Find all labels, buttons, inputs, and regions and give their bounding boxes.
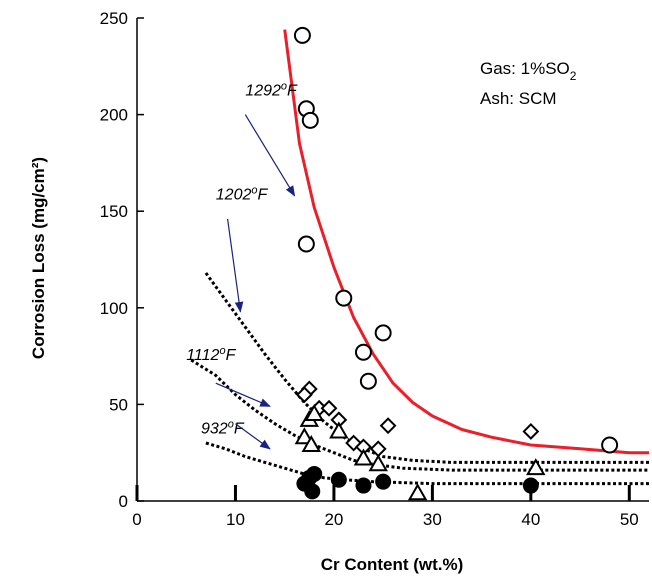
temperature-label: 1292oF [245,80,298,99]
fit-curve-dotted-1 [204,272,649,464]
temperature-label: 1202oF [216,185,269,204]
data-points [293,26,619,501]
y-tick-label: 50 [109,395,128,414]
y-tick-label: 150 [100,202,128,221]
fit-curves [190,29,649,486]
filled-circle-point [304,483,321,500]
temperature-unit: F [226,347,237,364]
open-circle-point [297,235,315,253]
open-circle-point [354,343,372,361]
x-tick-label: 40 [521,510,540,529]
x-tick-label: 50 [620,510,639,529]
y-tick-label: 100 [100,299,128,318]
fit-curve-dotted-3 [205,441,649,486]
temperature-value: 932 [201,420,228,437]
open-triangle-point [353,448,374,466]
open-circle-point [335,289,353,307]
x-axis-title: Cr Content (wt.%) [321,555,464,574]
open-triangle-point [329,421,349,439]
ash-annotation: Ash: SCM [480,89,557,108]
axes: 0 10 20 30 40 50 0 50 100 150 200 250 [100,9,649,529]
open-triangle-point [526,458,546,476]
x-tick-label: 0 [132,510,141,529]
temperature-unit: F [287,82,298,99]
y-axis-title: Corrosion Loss (mg/cm²) [29,157,48,359]
temperature-value: 1112 [186,347,219,364]
temperature-arrow [215,382,271,407]
temperature-arrow [244,114,296,197]
degree-sign: o [228,418,234,430]
x-tick-label: 30 [423,510,442,529]
open-diamond-point [379,417,397,435]
open-circle-point [601,436,619,454]
gas-annotation-subscript: 2 [570,69,577,83]
temperature-unit: F [257,187,268,204]
filled-circle-point [330,471,347,488]
x-tick-label: 20 [324,510,343,529]
temperature-label: 1112oF [186,345,236,364]
open-circle-point [359,372,377,390]
filled-circle-point [375,473,392,490]
open-circle-point [293,26,311,44]
open-diamond-point [522,423,540,440]
temperature-arrow [235,423,271,450]
y-tick-label: 0 [119,492,128,511]
gas-annotation-text: Gas: 1%SO [480,59,570,78]
gas-annotation: Gas: 1%SO2 [480,59,577,83]
degree-sign: o [251,185,257,197]
temperature-value: 1292 [245,82,281,99]
temperature-unit: F [234,420,245,437]
filled-circle-point [522,477,539,494]
fit-curve-solid [283,29,649,455]
open-triangle-point [407,483,428,501]
y-tick-label: 200 [100,106,128,125]
open-diamond-point [295,386,313,404]
open-triangle-point [304,404,324,422]
open-triangle-point [294,427,315,445]
open-diamond-point [320,399,338,417]
open-circle-point [301,111,319,129]
y-tick-label: 250 [100,9,128,28]
open-triangle-point [301,434,322,452]
temperature-label: 932oF [201,418,245,437]
degree-sign: o [219,345,225,357]
x-tick-label: 10 [226,510,245,529]
temperature-value: 1202 [216,187,252,204]
temperature-arrow [226,218,244,313]
degree-sign: o [281,80,287,92]
open-circle-point [374,324,392,342]
open-triangle-point [368,454,388,472]
filled-circle-point [355,477,372,494]
filled-circle-point [306,465,323,482]
fit-curve-dotted-2 [190,358,649,472]
